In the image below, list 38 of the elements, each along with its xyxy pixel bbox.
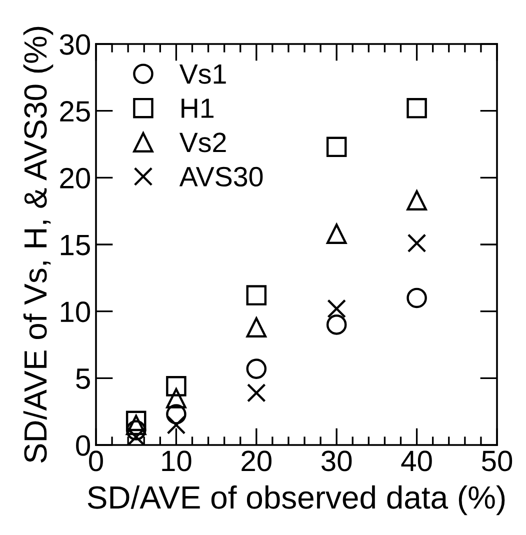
x-tick-label: 10 [162,450,192,472]
x-tick-label: 50 [482,450,512,472]
point [326,224,347,244]
point [126,410,146,432]
point [326,136,347,158]
point [246,383,266,402]
point [166,376,186,396]
y-tick-label: 10 [60,302,90,322]
x-tick-label: 40 [401,450,432,472]
y-tick-label: 25 [60,101,90,122]
y-tick-label: 20 [60,168,90,189]
legend-label: Vs2 [179,132,226,152]
y-tick-label: 0 [76,435,90,456]
point [407,234,426,253]
point [126,414,146,436]
legend-label: H1 [182,98,214,118]
y-tick-label: 5 [76,368,90,390]
x-tick-label: 0 [89,450,103,472]
point [166,388,186,408]
point [246,317,267,338]
point [406,288,427,308]
point [166,404,186,424]
y-tick-label: 15 [60,235,90,256]
point [327,299,346,318]
point [246,358,267,379]
legend-label: AVS30 [179,166,263,187]
point [126,428,146,445]
y-axis-title: SD/AVE of Vs, H, & AVS30 (%) [23,26,54,463]
point [246,285,267,306]
point [406,190,427,211]
point [166,416,186,434]
x-tick-label: 20 [242,450,272,472]
point [326,314,347,335]
x-axis-title: SD/AVE of observed data (%) [88,485,505,516]
legend-label: Vs1 [179,64,226,84]
x-tick-label: 30 [321,450,352,472]
y-tick-label: 30 [60,34,90,55]
point [406,98,427,118]
